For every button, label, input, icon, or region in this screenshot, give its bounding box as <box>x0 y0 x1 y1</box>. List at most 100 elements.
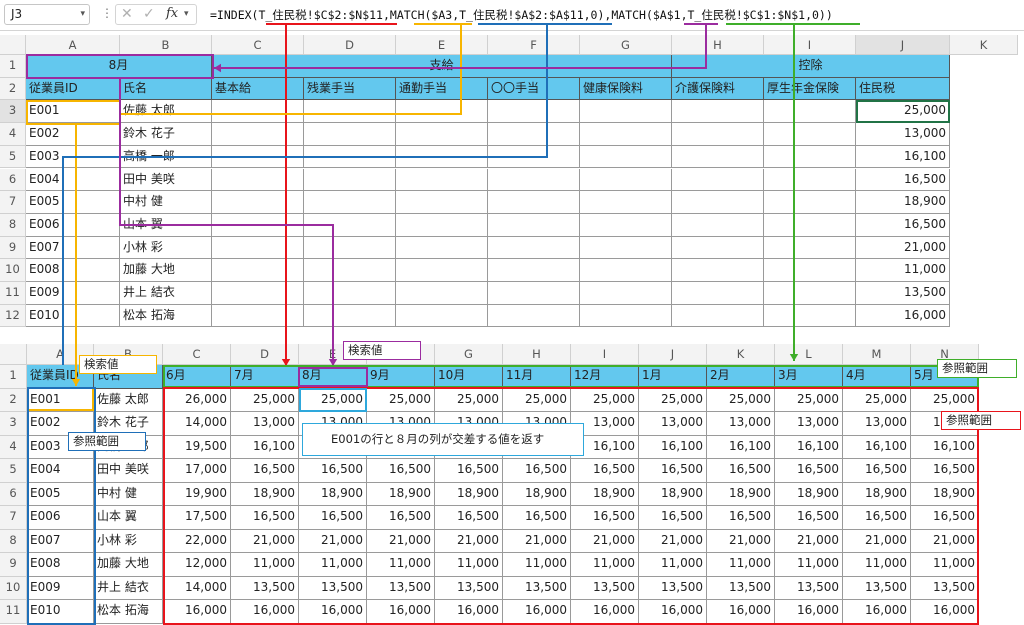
data-cell[interactable] <box>304 145 396 169</box>
column-header[interactable]: D <box>304 35 396 55</box>
tax-value-cell[interactable]: 25,000 <box>707 388 775 412</box>
column-header[interactable]: C <box>163 344 231 365</box>
data-cell[interactable] <box>396 168 488 192</box>
column-header[interactable]: H <box>503 344 571 365</box>
data-cell[interactable] <box>488 304 580 328</box>
tax-value-cell[interactable]: 13,500 <box>367 576 435 600</box>
tax-value-cell[interactable]: 16,000 <box>503 600 571 624</box>
column-header[interactable]: K <box>707 344 775 365</box>
employee-id-cell[interactable]: E006 <box>27 506 94 530</box>
tax-value-cell[interactable]: 13,500 <box>231 576 299 600</box>
name-box[interactable]: J3 ▾ <box>4 4 90 25</box>
data-cell[interactable] <box>212 191 304 214</box>
employee-id-cell[interactable]: E010 <box>26 304 120 328</box>
tax-value-cell[interactable]: 11,000 <box>911 553 979 577</box>
column-title[interactable]: 〇〇手当 <box>488 77 580 101</box>
data-cell[interactable] <box>488 282 580 305</box>
row-header[interactable]: 10 <box>0 576 27 600</box>
employee-id-cell[interactable]: E004 <box>27 459 94 483</box>
data-cell[interactable] <box>672 145 764 169</box>
employee-name-cell[interactable]: 井上 結衣 <box>120 282 212 305</box>
row-header[interactable]: 8 <box>0 529 27 553</box>
data-cell[interactable] <box>488 191 580 214</box>
data-cell[interactable] <box>672 304 764 328</box>
tax-value-cell[interactable]: 18,900 <box>435 482 503 506</box>
column-header[interactable]: I <box>764 35 856 55</box>
data-cell[interactable] <box>396 191 488 214</box>
tax-value-cell[interactable]: 13,500 <box>571 576 639 600</box>
data-cell[interactable] <box>672 236 764 260</box>
column-header[interactable]: G <box>435 344 503 365</box>
data-cell[interactable] <box>396 259 488 282</box>
row-header[interactable]: 4 <box>0 435 27 459</box>
row-header[interactable]: 10 <box>0 259 26 282</box>
data-cell[interactable] <box>212 168 304 192</box>
tax-value-cell[interactable]: 11,000 <box>367 553 435 577</box>
employee-id-cell[interactable]: E002 <box>26 123 120 146</box>
tax-value-cell[interactable]: 21,000 <box>231 529 299 553</box>
month-header[interactable]: 10月 <box>435 365 503 389</box>
tax-value-cell[interactable]: 16,000 <box>843 600 911 624</box>
tax-value-cell[interactable]: 16,500 <box>775 459 843 483</box>
tax-value-cell[interactable]: 16,000 <box>707 600 775 624</box>
data-cell[interactable] <box>580 236 672 260</box>
tax-value-cell[interactable]: 11,000 <box>707 553 775 577</box>
month-header[interactable]: 11月 <box>503 365 571 389</box>
column-title[interactable]: 健康保険料 <box>580 77 672 101</box>
employee-name-cell[interactable]: 田中 美咲 <box>120 168 212 192</box>
employee-id-cell[interactable]: E010 <box>27 600 94 624</box>
resident-tax-cell[interactable]: 13,000 <box>856 123 950 146</box>
column-title[interactable]: 通勤手当 <box>396 77 488 101</box>
column-header[interactable]: D <box>231 344 299 365</box>
tax-value-cell[interactable]: 26,000 <box>163 388 231 412</box>
tax-value-cell[interactable]: 11,000 <box>299 553 367 577</box>
employee-name-cell[interactable]: 中村 健 <box>94 482 163 506</box>
column-header[interactable]: K <box>950 35 1018 55</box>
tax-value-cell[interactable]: 25,000 <box>911 388 979 412</box>
data-cell[interactable] <box>212 304 304 328</box>
month-header[interactable]: 3月 <box>775 365 843 389</box>
month-header[interactable]: 9月 <box>367 365 435 389</box>
tax-value-cell[interactable]: 17,000 <box>163 459 231 483</box>
column-header[interactable]: J <box>856 35 950 55</box>
tax-value-cell[interactable]: 16,500 <box>299 506 367 530</box>
data-cell[interactable] <box>304 259 396 282</box>
data-cell[interactable] <box>764 100 856 124</box>
tax-value-cell[interactable]: 14,000 <box>163 576 231 600</box>
tax-value-cell[interactable]: 16,500 <box>503 506 571 530</box>
row-header[interactable]: 2 <box>0 77 26 101</box>
employee-id-cell[interactable]: E001 <box>26 100 120 124</box>
column-title[interactable]: 残業手当 <box>304 77 396 101</box>
data-cell[interactable] <box>764 168 856 192</box>
row-header[interactable]: 6 <box>0 482 27 506</box>
data-cell[interactable] <box>488 123 580 146</box>
tax-value-cell[interactable]: 13,000 <box>707 412 775 436</box>
month-header[interactable]: 12月 <box>571 365 639 389</box>
tax-value-cell[interactable]: 16,500 <box>503 459 571 483</box>
row-header[interactable]: 12 <box>0 304 26 328</box>
column-header[interactable]: F <box>488 35 580 55</box>
resident-tax-cell[interactable]: 16,000 <box>856 304 950 328</box>
data-cell[interactable] <box>672 259 764 282</box>
tax-value-cell[interactable]: 16,500 <box>639 459 707 483</box>
data-cell[interactable] <box>396 304 488 328</box>
insert-function-icon[interactable]: fx <box>166 6 179 21</box>
tax-value-cell[interactable]: 14,000 <box>163 412 231 436</box>
resident-tax-cell[interactable]: 21,000 <box>856 236 950 260</box>
group-header-salary[interactable]: 支給 <box>212 55 672 78</box>
data-cell[interactable] <box>488 100 580 124</box>
select-all-corner[interactable] <box>0 344 27 365</box>
month-header[interactable]: 2月 <box>707 365 775 389</box>
month-header[interactable]: 6月 <box>163 365 231 389</box>
column-title[interactable]: 従業員ID <box>26 77 120 101</box>
month-header[interactable]: 7月 <box>231 365 299 389</box>
employee-id-cell[interactable]: E006 <box>26 213 120 237</box>
cancel-icon[interactable]: ✕ <box>121 6 133 22</box>
tax-value-cell[interactable]: 16,000 <box>911 600 979 624</box>
tax-value-cell[interactable]: 18,900 <box>503 482 571 506</box>
data-cell[interactable] <box>488 145 580 169</box>
data-cell[interactable] <box>488 168 580 192</box>
tax-value-cell[interactable]: 13,500 <box>639 576 707 600</box>
tax-value-cell[interactable]: 21,000 <box>571 529 639 553</box>
tax-value-cell[interactable]: 16,100 <box>707 435 775 459</box>
